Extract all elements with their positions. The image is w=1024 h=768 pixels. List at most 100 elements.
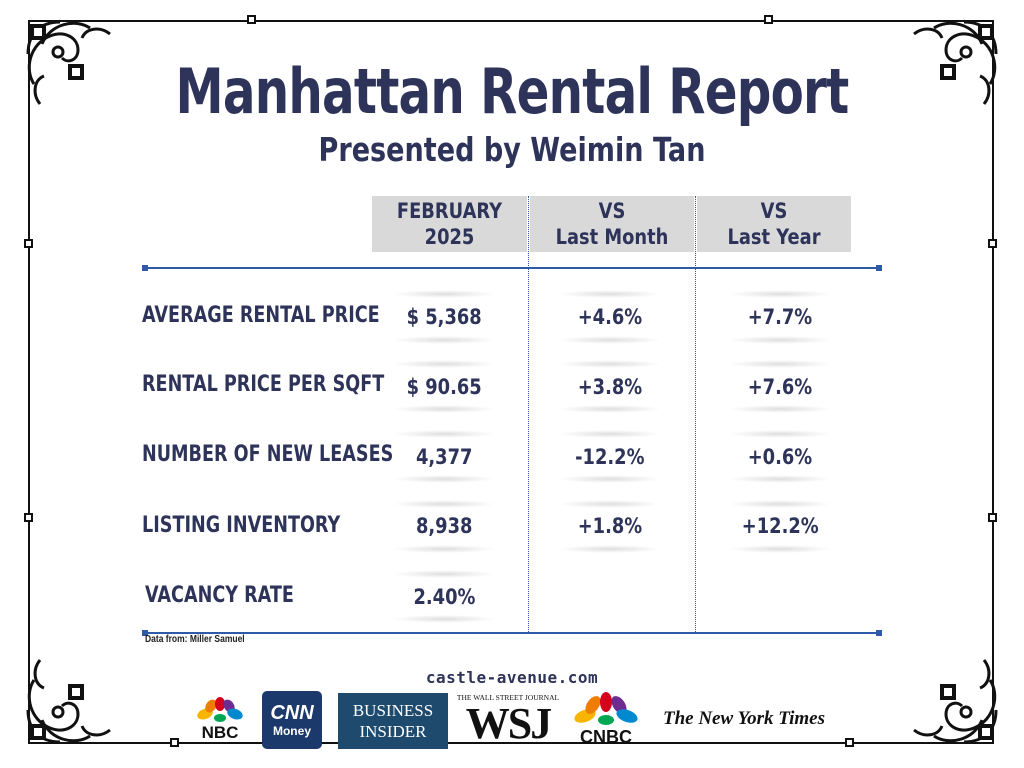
cell-vs-year: +7.7% [728, 305, 832, 329]
cell-shadow [728, 360, 832, 368]
cell-shadow [728, 545, 832, 553]
cell-shadow [392, 336, 496, 344]
cell-vs-month: +3.8% [558, 375, 662, 399]
column-header-period: FEBRUARY 2025 [372, 196, 527, 252]
source-note: Data from: Miller Samuel [145, 634, 245, 645]
cell-vs-month: -12.2% [558, 445, 662, 469]
cell-value: $ 5,368 [392, 305, 496, 329]
page-subtitle: Presented by Weimin Tan [318, 130, 706, 169]
cell-shadow [558, 545, 662, 553]
cell-vs-year-text: +0.6% [747, 445, 813, 469]
frame-node-icon [988, 513, 997, 522]
cell-vs-month-text: +3.8% [577, 375, 643, 399]
column-header-vs-month-line2: Last Month [555, 225, 669, 249]
cnbc-logo: CNBC [566, 690, 646, 748]
cell-shadow [558, 290, 662, 298]
cell-shadow [392, 545, 496, 553]
cell-shadow [558, 360, 662, 368]
row-label: RENTAL PRICE PER SQFT [142, 372, 385, 397]
wsj-logo: THE WALL STREET JOURNAL WSJ [456, 690, 560, 748]
cell-shadow [558, 475, 662, 483]
cnn-wordmark: CNN [270, 702, 314, 724]
cell-value: 4,377 [392, 445, 496, 469]
frame-node-icon [845, 738, 854, 747]
nbc-peacock-icon [197, 697, 243, 722]
page-title: Manhattan Rental Report [175, 55, 850, 128]
money-wordmark: Money [272, 724, 311, 738]
frame-node-icon [24, 513, 33, 522]
business-wordmark: BUSINESS [352, 701, 434, 720]
cnbc-wordmark: CNBC [580, 727, 632, 747]
website-link[interactable]: castle-avenue.com [425, 668, 599, 687]
cell-shadow [392, 570, 496, 578]
cnn-money-logo: CNN Money [262, 691, 322, 749]
cell-shadow [392, 290, 496, 298]
corner-ornament-icon [913, 659, 998, 744]
cell-vs-year: +12.2% [728, 514, 832, 538]
cell-shadow [392, 405, 496, 413]
table-bottom-rule [142, 630, 882, 636]
cnbc-peacock-icon [574, 692, 638, 725]
cell-shadow [392, 430, 496, 438]
nbc-wordmark: NBC [201, 723, 239, 742]
column-header-vs-month-line1: VS [598, 199, 626, 223]
corner-ornament-icon [26, 659, 111, 744]
row-label: LISTING INVENTORY [142, 513, 341, 538]
corner-ornament-icon [913, 20, 998, 105]
cell-shadow [728, 290, 832, 298]
business-insider-logo: BUSINESS INSIDER [338, 693, 448, 749]
cell-shadow [392, 500, 496, 508]
cell-shadow [558, 405, 662, 413]
cell-vs-year-text: +7.7% [747, 305, 813, 329]
cell-shadow [728, 405, 832, 413]
frame-node-icon [24, 239, 33, 248]
cell-shadow [558, 500, 662, 508]
nyt-wordmark: The New York Times [662, 708, 826, 729]
cell-shadow [558, 430, 662, 438]
frame-node-icon [247, 15, 256, 24]
frame-node-icon [764, 15, 773, 24]
nbc-logo: NBC [192, 690, 248, 748]
cell-shadow [392, 475, 496, 483]
cell-vs-month-text: +4.6% [577, 305, 643, 329]
column-divider [695, 196, 696, 634]
cell-shadow [728, 336, 832, 344]
cell-shadow [728, 475, 832, 483]
cell-vs-year: +0.6% [728, 445, 832, 469]
column-header-period-line1: FEBRUARY [396, 199, 503, 223]
row-label: NUMBER OF NEW LEASES [142, 442, 394, 467]
cell-vs-month: +4.6% [558, 305, 662, 329]
row-label: VACANCY RATE [145, 583, 294, 608]
cell-value-text: $ 90.65 [406, 375, 482, 399]
cell-vs-year-text: +7.6% [747, 375, 813, 399]
cell-value-text: 8,938 [415, 514, 473, 538]
cell-shadow [728, 500, 832, 508]
column-header-vs-year-line2: Last Year [727, 225, 821, 249]
column-divider [528, 196, 529, 634]
frame-node-icon [988, 239, 997, 248]
cell-value: 2.40% [392, 585, 496, 609]
cell-vs-month-text: +1.8% [577, 514, 643, 538]
cell-shadow [392, 615, 496, 623]
cell-value: $ 90.65 [392, 375, 496, 399]
cell-shadow [728, 430, 832, 438]
wsj-wordmark: WSJ [465, 698, 552, 748]
nyt-logo: The New York Times [654, 690, 834, 748]
cell-value-text: 4,377 [415, 445, 473, 469]
cell-vs-year-text: +12.2% [741, 514, 819, 538]
wsj-masthead: THE WALL STREET JOURNAL [456, 692, 560, 702]
cell-shadow [558, 336, 662, 344]
cell-value-text: 2.40% [413, 585, 475, 609]
column-header-vs-year: VS Last Year [697, 196, 851, 252]
column-header-period-line2: 2025 [424, 225, 475, 249]
cell-shadow [392, 360, 496, 368]
insider-wordmark: INSIDER [359, 722, 427, 741]
table-top-rule [142, 265, 882, 271]
frame-node-icon [170, 738, 179, 747]
column-header-vs-year-line1: VS [760, 199, 788, 223]
cell-value: 8,938 [392, 514, 496, 538]
cell-vs-year: +7.6% [728, 375, 832, 399]
column-header-vs-month: VS Last Month [530, 196, 694, 252]
cell-vs-month: +1.8% [558, 514, 662, 538]
cell-value-text: $ 5,368 [406, 305, 482, 329]
